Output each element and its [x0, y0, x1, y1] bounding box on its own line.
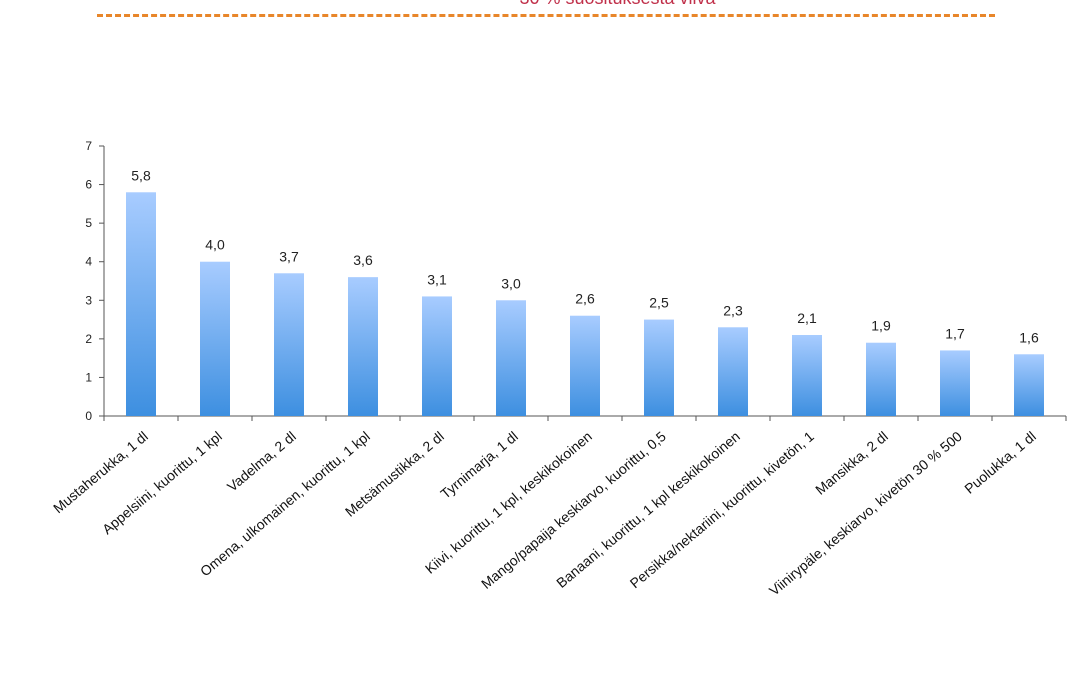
- data-label: 2,3: [723, 302, 743, 318]
- data-label: 2,1: [797, 310, 817, 326]
- reference-dashed-line: [97, 14, 995, 17]
- bar: [1014, 354, 1044, 416]
- y-tick-label: 4: [85, 255, 92, 269]
- bar: [866, 342, 896, 416]
- bar: [348, 277, 378, 416]
- y-tick-label: 3: [85, 293, 92, 307]
- data-label: 4,0: [205, 237, 225, 253]
- data-label: 2,5: [649, 295, 669, 311]
- y-tick-label: 6: [85, 178, 92, 192]
- bar: [496, 300, 526, 416]
- bar: [940, 350, 970, 416]
- reference-caption: 30 % suosituksesta viiva: [0, 0, 1080, 9]
- category-label: Vadelma, 2 dl: [224, 428, 299, 495]
- category-label: Mansikka, 2 dl: [812, 428, 891, 498]
- chart-bars: [126, 192, 1044, 416]
- y-tick-label: 0: [85, 409, 92, 423]
- bar: [126, 192, 156, 416]
- y-tick-label: 7: [85, 139, 92, 153]
- bar: [200, 261, 230, 416]
- bar: [792, 335, 822, 416]
- data-label: 1,6: [1019, 329, 1039, 345]
- bar: [422, 296, 452, 416]
- data-label: 1,9: [871, 318, 891, 334]
- data-label: 1,7: [945, 325, 965, 341]
- category-label: Puolukka, 1 dl: [961, 428, 1039, 497]
- data-label: 2,6: [575, 291, 595, 307]
- y-tick-label: 5: [85, 216, 92, 230]
- category-label: Appelsiini, kuorittu, 1 kpl: [99, 428, 225, 537]
- data-label: 3,7: [279, 248, 299, 264]
- data-label: 3,0: [501, 275, 521, 291]
- bar: [274, 273, 304, 416]
- bar: [570, 315, 600, 416]
- bar: [644, 319, 674, 416]
- y-tick-label: 1: [85, 370, 92, 384]
- bar: [718, 327, 748, 416]
- data-label: 5,8: [131, 167, 151, 183]
- y-tick-label: 2: [85, 332, 92, 346]
- data-label: 3,6: [353, 252, 373, 268]
- data-label: 3,1: [427, 271, 447, 287]
